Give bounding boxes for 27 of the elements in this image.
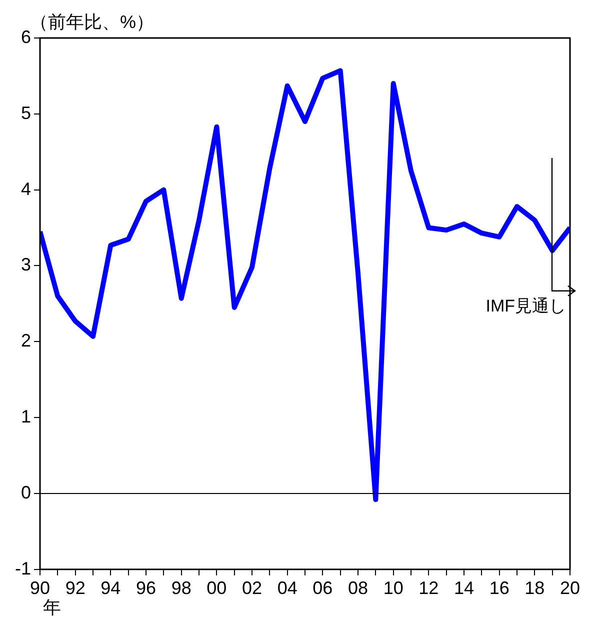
x-tick-label: 06 xyxy=(312,578,333,598)
y-tick-label: 6 xyxy=(20,26,32,47)
annotation: IMF見通し xyxy=(486,296,566,316)
y-tick-label: 3 xyxy=(20,254,32,275)
x-tick-label: 02 xyxy=(242,578,262,598)
x-tick-label: 08 xyxy=(348,578,368,598)
x-tick-label: 94 xyxy=(100,578,121,598)
x-tick-label: 14 xyxy=(454,578,474,598)
x-tick-label: 18 xyxy=(524,578,545,598)
x-axis-title: 年 xyxy=(43,597,62,618)
y-axis-title: （前年比、%） xyxy=(30,12,154,32)
y-tick-label: 0 xyxy=(20,482,32,502)
y-tick-label: 4 xyxy=(20,178,32,199)
y-tick-label: 5 xyxy=(20,102,32,123)
x-tick-label: 96 xyxy=(136,578,156,598)
x-tick-label: 10 xyxy=(383,578,404,598)
x-tick-label: 00 xyxy=(206,578,227,598)
x-tick-label: 90 xyxy=(30,578,50,598)
y-tick-label: 1 xyxy=(20,406,32,427)
x-tick-label: 92 xyxy=(65,578,86,598)
x-tick-label: 04 xyxy=(277,578,298,598)
x-tick-label: 20 xyxy=(560,578,580,598)
y-tick-label: -1 xyxy=(14,558,32,578)
x-tick-label: 98 xyxy=(171,578,192,598)
x-tick-label: 12 xyxy=(418,578,439,598)
y-tick-label: 2 xyxy=(20,330,32,351)
x-tick-label: 16 xyxy=(489,578,510,598)
